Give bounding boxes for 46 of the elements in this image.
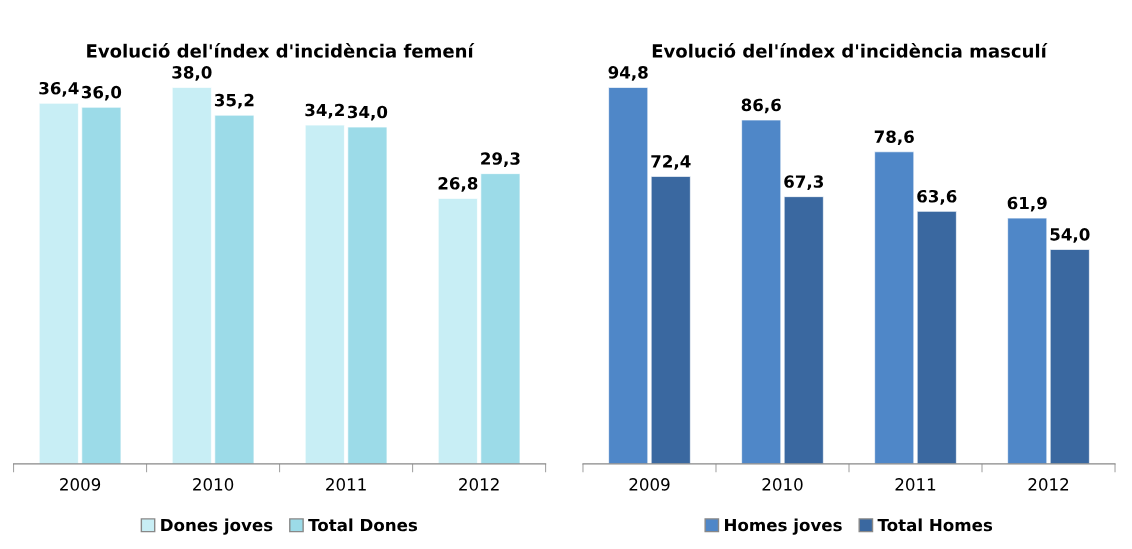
x-tick-label: 2011 xyxy=(895,478,936,491)
x-tick-label: 2009 xyxy=(60,478,101,491)
data-label: 78,6 xyxy=(874,130,914,146)
legend-label: Homes joves xyxy=(725,518,842,535)
legend-label: Total Dones xyxy=(308,518,418,532)
x-tick-label: 2010 xyxy=(762,478,803,491)
x-tick-label: 2009 xyxy=(629,478,670,491)
bar xyxy=(1049,249,1090,464)
bar xyxy=(1007,217,1048,464)
bar xyxy=(437,198,478,464)
bar xyxy=(347,126,388,464)
legend-label: Dones joves xyxy=(161,518,273,535)
bar xyxy=(214,114,255,464)
bar xyxy=(81,106,122,464)
chart-title: Evolució del'índex d'incidència femení xyxy=(87,43,475,58)
bar xyxy=(783,196,824,464)
data-label: 36,4 xyxy=(39,81,79,97)
bar xyxy=(741,119,782,464)
bar xyxy=(874,151,915,464)
data-label: 63,6 xyxy=(917,189,957,205)
bar xyxy=(650,176,691,464)
legend-label: Total Homes xyxy=(877,518,993,532)
x-tick-label: 2010 xyxy=(193,478,234,491)
data-label: 36,0 xyxy=(81,85,122,101)
bar xyxy=(480,173,521,464)
data-label: 67,3 xyxy=(784,175,824,190)
bar xyxy=(916,211,957,464)
data-label: 34,0 xyxy=(347,105,388,121)
bar xyxy=(38,102,79,464)
data-label: 61,9 xyxy=(1007,196,1047,212)
bar xyxy=(171,87,212,464)
bar xyxy=(304,124,345,464)
x-tick-label: 2011 xyxy=(326,478,366,491)
data-label: 26,8 xyxy=(438,177,478,192)
data-label: 38,0 xyxy=(172,66,212,81)
data-label: 29,3 xyxy=(481,152,520,167)
data-label: 94,8 xyxy=(608,66,648,81)
data-label: 54,0 xyxy=(1050,228,1090,243)
data-label: 35,2 xyxy=(214,93,254,109)
chart-title: Evolució del'índex d'incidència masculí xyxy=(652,43,1048,58)
x-tick-label: 2012 xyxy=(459,478,499,491)
data-label: 72,4 xyxy=(651,155,691,170)
data-label: 34,2 xyxy=(305,103,344,119)
data-label: 86,6 xyxy=(741,98,781,114)
x-tick-label: 2012 xyxy=(1028,478,1069,491)
bar xyxy=(608,87,649,464)
